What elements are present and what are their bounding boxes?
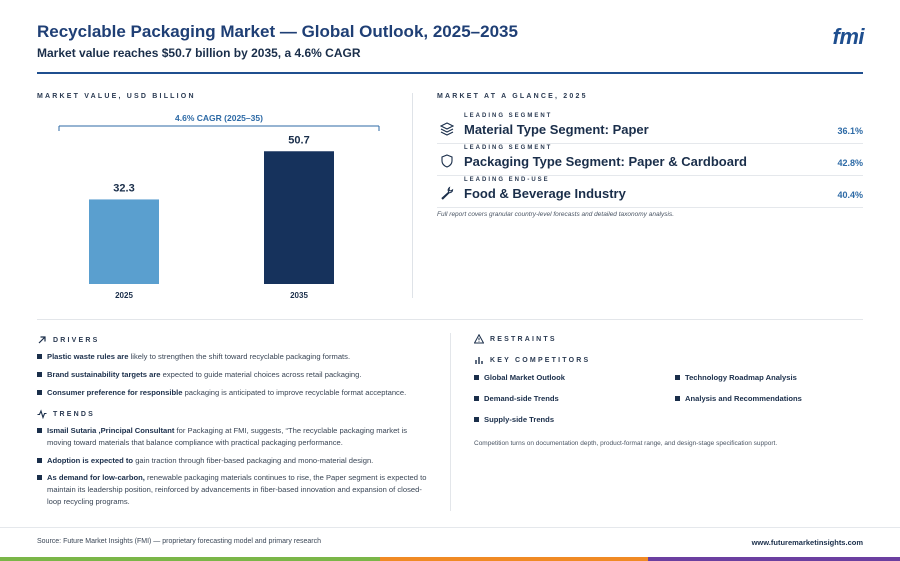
glance-share: 42.8%: [837, 158, 863, 168]
page-title: Recyclable Packaging Market — Global Out…: [37, 22, 518, 41]
glance-kicker: LEADING SEGMENT: [464, 113, 553, 119]
competitor-item: Demand-side Trends: [474, 394, 559, 403]
bar-value-label: 32.3: [113, 182, 134, 194]
competitor-item: Global Market Outlook: [474, 373, 565, 382]
wrench-icon: [441, 186, 454, 200]
glance-share: 36.1%: [837, 126, 863, 136]
cagr-annotation: 4.6% CAGR (2025–35): [175, 113, 263, 123]
restraints-label: RESTRAINTS: [490, 335, 557, 343]
glance-kicker: LEADING SEGMENT: [464, 145, 553, 151]
section-divider: [412, 93, 413, 298]
trends-heading: TRENDS: [37, 409, 95, 419]
driver-item: Plastic waste rules are likely to streng…: [37, 351, 432, 363]
bar-2035: [264, 151, 334, 284]
drivers-heading: DRIVERS: [37, 335, 100, 345]
fmi-logo[interactable]: fmi: [832, 24, 865, 49]
restraints-heading: RESTRAINTS: [474, 334, 557, 344]
bar-chart-icon: [475, 357, 483, 364]
market-value-label: MARKET VALUE, USD BILLION: [37, 93, 196, 100]
section-divider: [450, 333, 451, 511]
trend-item: As demand for low-carbon, renewable pack…: [37, 472, 432, 508]
shield-icon: [441, 154, 453, 168]
bar-2025: [89, 199, 159, 284]
market-value-chart: 4.6% CAGR (2025–35) 32.3 2025 50.7 2035: [58, 113, 380, 300]
arrow-up-right-icon: [38, 336, 46, 344]
glance-item: LEADING SEGMENT Material Type Segment: P…: [437, 113, 863, 144]
competitor-item: Analysis and Recommendations: [675, 394, 802, 403]
source-note: Source: Future Market Insights (FMI) — p…: [37, 538, 321, 545]
competitor-item: Supply-side Trends: [474, 415, 554, 424]
competitors-note: Competition turns on documentation depth…: [474, 440, 778, 447]
footer-stripe: [648, 557, 900, 561]
website-link[interactable]: www.futuremarketinsights.com: [751, 538, 863, 547]
competitors-heading: KEY COMPETITORS: [474, 355, 590, 365]
footer-stripe: [0, 557, 380, 561]
trend-item: Ismail Sutaria ,Principal Consultant for…: [37, 425, 432, 449]
glance-footnote: Full report covers granular country-leve…: [437, 211, 675, 218]
glance-label: MARKET AT A GLANCE, 2025: [437, 93, 588, 100]
drivers-label: DRIVERS: [53, 336, 100, 344]
glance-name: Material Type Segment: Paper: [464, 122, 649, 137]
glance-item: LEADING SEGMENT Packaging Type Segment: …: [437, 145, 863, 176]
activity-icon: [37, 409, 47, 419]
section-divider: [37, 319, 863, 320]
layers-icon: [440, 122, 454, 136]
glance-kicker: LEADING END-USE: [464, 177, 550, 183]
glance-name: Food & Beverage Industry: [464, 186, 626, 201]
footer-rule: [0, 527, 900, 528]
driver-item: Brand sustainability targets are expecte…: [37, 369, 432, 381]
footer-stripe: [380, 557, 648, 561]
bar-value-label: 50.7: [288, 134, 309, 146]
competitor-item: Technology Roadmap Analysis: [675, 373, 797, 382]
glance-share: 40.4%: [837, 190, 863, 200]
glance-item: LEADING END-USE Food & Beverage Industry…: [437, 177, 863, 208]
warning-icon: [474, 334, 484, 344]
header-rule: [37, 72, 863, 74]
trend-item: Adoption is expected to gain traction th…: [37, 455, 432, 467]
page-subtitle: Market value reaches $50.7 billion by 20…: [37, 46, 361, 60]
x-tick-label: 2025: [115, 291, 133, 300]
competitors-label: KEY COMPETITORS: [490, 356, 591, 364]
glance-name: Packaging Type Segment: Paper & Cardboar…: [464, 154, 747, 169]
trends-label: TRENDS: [53, 410, 95, 418]
driver-item: Consumer preference for responsible pack…: [37, 387, 432, 399]
x-tick-label: 2035: [290, 291, 308, 300]
